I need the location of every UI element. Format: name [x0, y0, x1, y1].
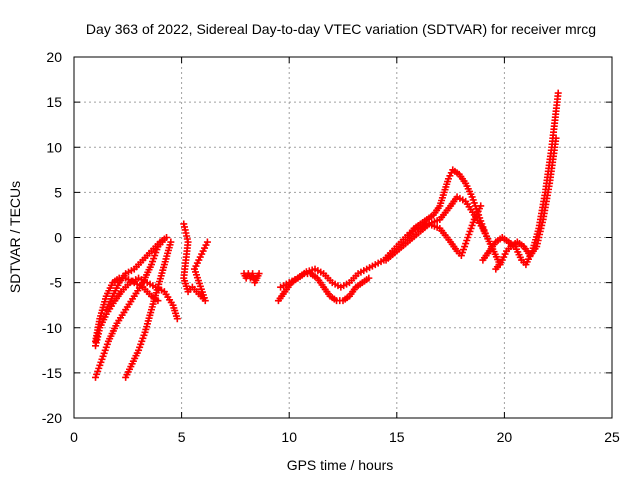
data-point — [255, 270, 263, 278]
series-arc-e — [122, 238, 175, 381]
y-tick-label: -10 — [42, 320, 62, 336]
data-point — [477, 202, 485, 210]
y-tick-label: 5 — [54, 184, 62, 200]
series-cluster-5 — [180, 220, 211, 305]
y-tick-label: 15 — [46, 94, 62, 110]
y-tick-label: -5 — [50, 275, 63, 291]
x-tick-label: 25 — [604, 429, 620, 445]
chart-title: Day 363 of 2022, Sidereal Day-to-day VTE… — [86, 21, 596, 37]
y-tick-label: -15 — [42, 365, 62, 381]
data-point — [173, 315, 181, 323]
x-tick-label: 20 — [497, 429, 513, 445]
data-point — [552, 134, 560, 142]
series-cluster-8 — [240, 270, 263, 287]
y-tick-label: 20 — [46, 49, 62, 65]
x-tick-label: 5 — [178, 429, 186, 445]
x-tick-label: 0 — [70, 429, 78, 445]
x-tick-label: 10 — [281, 429, 297, 445]
tick-marks — [73, 56, 613, 419]
series-arc-l — [492, 134, 560, 273]
data-point — [365, 274, 373, 282]
data-point — [163, 234, 171, 241]
y-tick-label: 0 — [54, 230, 62, 246]
x-axis-label: GPS time / hours — [287, 457, 394, 473]
series-arc-d — [102, 234, 171, 314]
series-arc-c — [92, 274, 181, 350]
data-point — [167, 238, 175, 246]
data-points — [92, 89, 562, 381]
series-arc-h — [404, 166, 489, 241]
y-tick-labels: -20 -15 -10 -5 0 5 10 15 20 — [42, 49, 62, 426]
data-point — [203, 238, 211, 246]
x-tick-label: 15 — [389, 429, 405, 445]
y-axis-label: SDTVAR / TECUs — [7, 181, 23, 293]
y-tick-label: -20 — [42, 410, 62, 426]
grid — [74, 57, 612, 418]
x-tick-labels: 0 5 10 15 20 25 — [70, 429, 620, 445]
series-arc-j — [414, 202, 485, 260]
series-arc-f — [274, 270, 373, 305]
y-tick-label: 10 — [46, 139, 62, 155]
series-arc-g — [277, 224, 422, 291]
data-point — [554, 89, 562, 97]
